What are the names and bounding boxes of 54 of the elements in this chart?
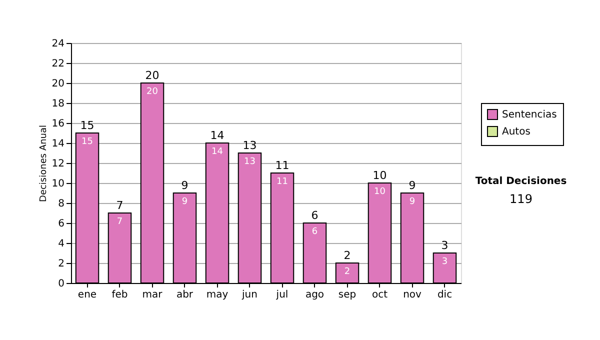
total-label: 15 (80, 119, 94, 132)
y-tick-label: 14 (52, 138, 64, 150)
total-label: 10 (372, 169, 387, 182)
y-tick-label: 16 (52, 118, 64, 130)
data-label: 13 (244, 157, 256, 167)
legend-label: Autos (502, 126, 530, 138)
total-label: 20 (145, 69, 160, 82)
total-label: 14 (210, 129, 224, 142)
data-label: 2 (344, 267, 350, 277)
y-tick-label: 10 (52, 178, 64, 190)
x-tick-label: nov (403, 290, 422, 300)
y-tick-label: 12 (52, 158, 64, 170)
x-tick-label: may (206, 290, 228, 300)
total-label: 6 (311, 209, 318, 222)
y-tick-label: 6 (58, 218, 64, 230)
data-label: 7 (116, 217, 123, 227)
y-tick-label: 20 (52, 78, 64, 90)
text: Total Decisiones (475, 176, 567, 187)
x-tick-label: ago (305, 290, 324, 300)
x-tick-label: jun (241, 290, 258, 300)
y-axis-title: Decisiones Anual (38, 125, 49, 202)
data-label: 15 (82, 137, 93, 147)
total-label: 13 (242, 139, 257, 152)
x-tick-label: feb (112, 290, 128, 300)
total-label: 11 (275, 159, 290, 172)
total-label: 3 (441, 239, 448, 252)
data-label: 6 (312, 227, 318, 237)
total-label: 9 (408, 179, 416, 192)
total-label: 7 (116, 199, 124, 212)
y-tick-label: 24 (52, 38, 64, 50)
x-tick-label: dic (437, 290, 452, 300)
x-tick-label: jul (275, 290, 288, 300)
y-tick-label: 18 (52, 98, 64, 110)
y-tick-label: 22 (52, 58, 64, 70)
text: 119 (510, 192, 532, 206)
total-label: 9 (181, 179, 188, 192)
data-label: 9 (182, 197, 188, 207)
data-label: 14 (212, 147, 224, 157)
x-tick-label: oct (372, 290, 388, 300)
x-tick-label: abr (176, 290, 194, 300)
y-tick-label: 8 (58, 198, 64, 210)
total-label: 2 (344, 249, 351, 262)
y-tick-label: 4 (58, 238, 64, 250)
legend-label: Sentencias (502, 110, 557, 120)
y-tick-label: 2 (58, 258, 64, 270)
data-label: 11 (276, 177, 288, 187)
data-label: 3 (442, 257, 448, 267)
data-label: 9 (409, 197, 416, 207)
x-tick-label: sep (338, 290, 356, 300)
x-tick-label: mar (142, 290, 164, 300)
x-tick-label: ene (78, 290, 97, 300)
data-label: 10 (374, 187, 386, 197)
data-label: 20 (146, 87, 158, 97)
y-tick-label: 0 (58, 278, 64, 290)
